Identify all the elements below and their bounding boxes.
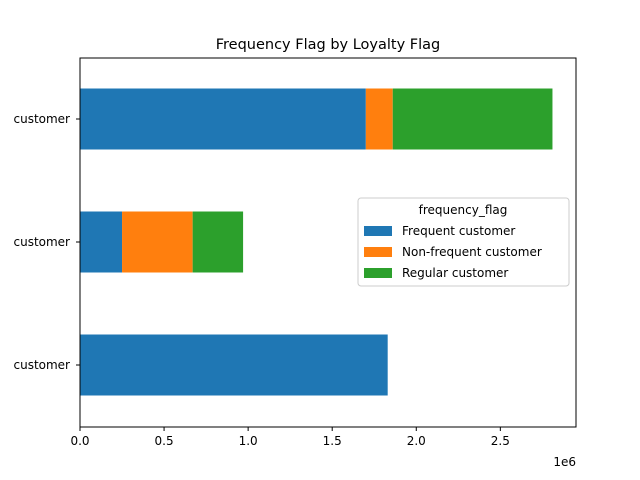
x-tick-label: 2.0 [407,434,426,448]
y-axis: customer customer customer [13,112,80,372]
x-tick-label: 2.5 [491,434,510,448]
bar-2-series-1 [80,211,123,273]
legend-label: Regular customer [402,266,508,280]
y-category-label: customer [13,235,70,249]
legend-swatch [364,268,392,278]
legend-label: Frequent customer [402,224,515,238]
x-tick-label: 1.5 [323,434,342,448]
x-tick-label: 0.5 [155,434,174,448]
x-axis: 0.0 0.5 1.0 1.5 2.0 2.5 [70,427,510,448]
y-category-label: customer [13,112,70,126]
bar-1-series-2 [365,88,393,150]
legend-items: Frequent customer Non-frequent customer Re… [364,224,542,280]
x-tick-label: 0.0 [70,434,89,448]
x-axis-scale-label: 1e6 [553,455,576,469]
bars-group [80,88,553,396]
y-category-label: customer [13,358,70,372]
legend-frame [357,197,570,287]
bar-3-series-1 [80,334,388,396]
legend-swatch [364,226,392,236]
legend-label: Non-frequent customer [402,245,542,259]
bar-2-series-3 [192,211,244,273]
chart-title: Frequency Flag by Loyalty Flag [216,37,441,53]
x-tick-label: 1.0 [239,434,258,448]
bar-1-series-1 [80,88,366,150]
bar-2-series-2 [122,211,193,273]
legend-title: frequency_flag [419,203,508,217]
legend-swatch [364,247,392,257]
legend: frequency_flag Frequent customer Non-freq… [357,197,570,287]
bar-1-series-3 [392,88,553,150]
